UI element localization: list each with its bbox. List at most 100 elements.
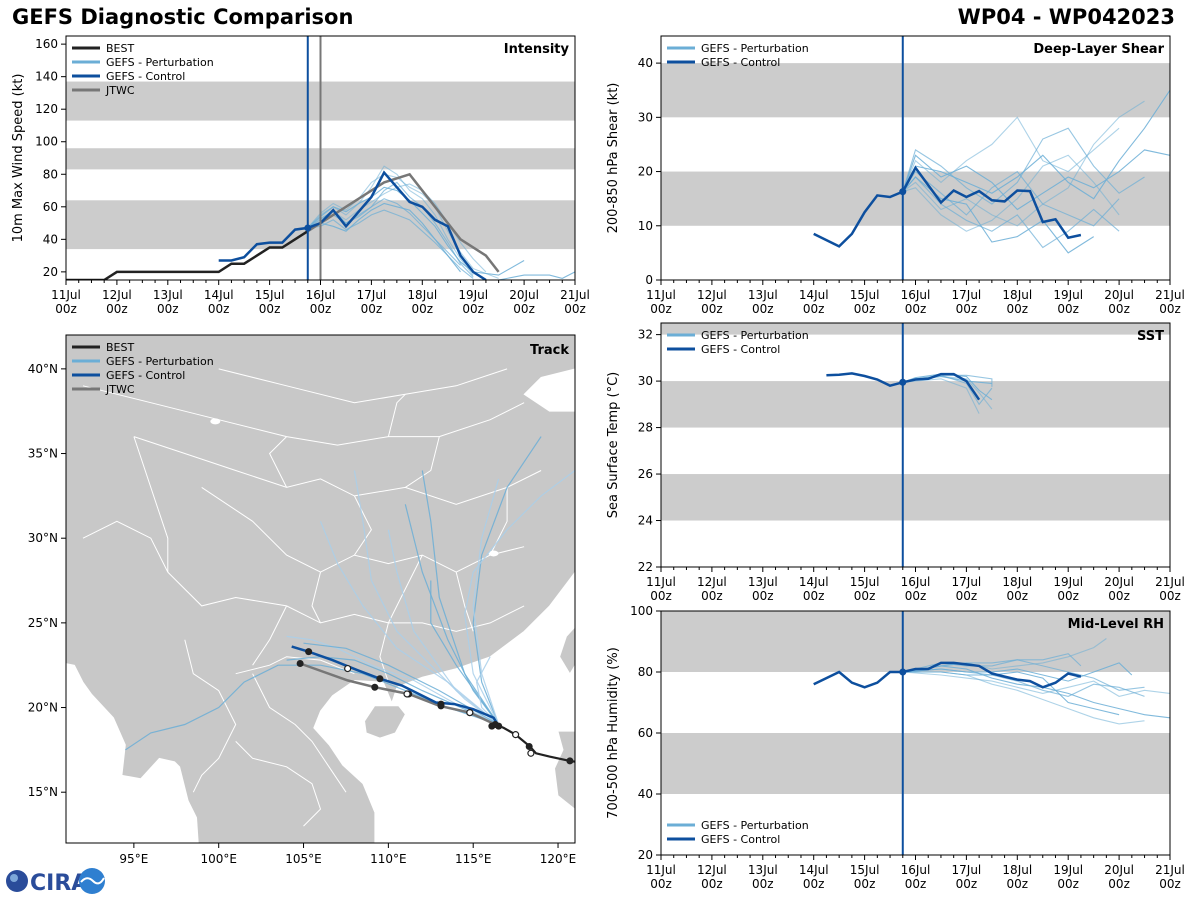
shear-xtick-sublabel: 00z xyxy=(1057,302,1079,316)
track-panel-title: Track xyxy=(530,343,569,358)
sst-xtick-label: 18Jul xyxy=(1002,575,1032,589)
track-perturbation-line xyxy=(464,470,575,725)
sst-xtick-sublabel: 00z xyxy=(1007,589,1029,603)
sst-ytick-label: 26 xyxy=(638,467,653,481)
shear-perturbation-line xyxy=(902,176,1094,254)
intensity-xtick-sublabel: 00z xyxy=(157,302,179,316)
shear-xtick-sublabel: 00z xyxy=(1108,302,1130,316)
intensity-xtick-sublabel: 00z xyxy=(412,302,434,316)
track-legend-label: BEST xyxy=(106,341,134,354)
track-ytick-label: 20°N xyxy=(28,701,58,715)
rh-panel: 11Jul00z12Jul00z13Jul00z14Jul00z15Jul00z… xyxy=(606,604,1185,891)
sst-xtick-sublabel: 00z xyxy=(854,589,876,603)
intensity-xtick-sublabel: 00z xyxy=(361,302,383,316)
intensity-ytick-label: 100 xyxy=(35,135,58,149)
shear-xtick-sublabel: 00z xyxy=(1007,302,1029,316)
intensity-xtick-label: 12Jul xyxy=(102,288,132,302)
intensity-xtick-sublabel: 00z xyxy=(55,302,77,316)
track-taiwan-island xyxy=(559,620,575,675)
sst-xtick-sublabel: 00z xyxy=(1159,589,1181,603)
track-perturbation-line xyxy=(430,580,500,725)
sst-xtick-label: 13Jul xyxy=(748,575,778,589)
rh-xtick-sublabel: 00z xyxy=(854,877,876,891)
intensity-ytick-label: 80 xyxy=(43,167,58,181)
sst-init-marker xyxy=(899,378,907,386)
track-ytick-label: 35°N xyxy=(28,447,58,461)
sst-xtick-sublabel: 00z xyxy=(1057,589,1079,603)
intensity-xtick-label: 14Jul xyxy=(204,288,234,302)
intensity-xtick-label: 20Jul xyxy=(509,288,539,302)
rh-perturbation-line xyxy=(902,671,1120,716)
track-border-line xyxy=(218,368,508,404)
shear-xtick-label: 19Jul xyxy=(1053,288,1083,302)
sst-legend-label: GEFS - Perturbation xyxy=(701,329,809,342)
intensity-legend-label: BEST xyxy=(106,42,134,55)
track-control-line xyxy=(291,645,500,727)
rh-panel-title: Mid-Level RH xyxy=(1068,617,1164,632)
shear-xtick-label: 17Jul xyxy=(952,288,982,302)
track-best-open-marker xyxy=(512,731,520,739)
shear-xtick-sublabel: 00z xyxy=(956,302,978,316)
sst-band xyxy=(661,474,1170,521)
cira-logo: CIRA xyxy=(6,868,105,896)
sst-xtick-label: 11Jul xyxy=(646,575,676,589)
rh-xtick-sublabel: 00z xyxy=(1108,877,1130,891)
intensity-xtick-sublabel: 00z xyxy=(310,302,332,316)
intensity-legend-label: GEFS - Perturbation xyxy=(106,56,214,69)
track-map-group xyxy=(66,335,575,843)
rh-xtick-sublabel: 00z xyxy=(1159,877,1181,891)
shear-perturbation-line xyxy=(902,100,1145,227)
intensity-xtick-label: 13Jul xyxy=(153,288,183,302)
rh-xtick-label: 19Jul xyxy=(1053,863,1083,877)
intensity-perturbation-line xyxy=(498,271,575,280)
track-luzon-island xyxy=(554,730,575,810)
intensity-xtick-label: 18Jul xyxy=(407,288,437,302)
sst-ytick-label: 30 xyxy=(638,374,653,388)
sst-panel-title: SST xyxy=(1137,329,1164,344)
shear-perturbation-line xyxy=(902,149,1170,211)
track-best-marker xyxy=(491,720,499,728)
shear-panel-title: Deep-Layer Shear xyxy=(1033,42,1164,57)
rh-xtick-label: 18Jul xyxy=(1002,863,1032,877)
cira-logo-text: CIRA xyxy=(30,871,88,896)
shear-panel: 11Jul00z12Jul00z13Jul00z14Jul00z15Jul00z… xyxy=(606,35,1185,316)
shear-series-group xyxy=(813,89,1170,254)
sst-xtick-label: 21Jul xyxy=(1155,575,1185,589)
shear-ytick-label: 20 xyxy=(638,165,653,179)
shear-perturbation-line xyxy=(902,170,1120,227)
track-perturbation-line xyxy=(303,642,499,726)
rh-xtick-label: 15Jul xyxy=(850,863,880,877)
track-jtwc-marker xyxy=(296,660,304,668)
intensity-ytick-label: 160 xyxy=(35,37,58,51)
track-border-line xyxy=(387,554,423,624)
track-jtwc-open-marker xyxy=(466,709,474,717)
sst-xtick-label: 17Jul xyxy=(952,575,982,589)
track-jtwc-marker xyxy=(371,683,379,691)
track-border-line xyxy=(252,673,347,793)
sst-xtick-sublabel: 00z xyxy=(1108,589,1130,603)
shear-ytick-label: 40 xyxy=(638,56,653,70)
sst-xtick-sublabel: 00z xyxy=(701,589,723,603)
shear-xtick-sublabel: 00z xyxy=(803,302,825,316)
sst-xtick-sublabel: 00z xyxy=(803,589,825,603)
rh-band xyxy=(661,733,1170,794)
shear-perturbation-line xyxy=(902,154,1120,232)
intensity-xtick-label: 15Jul xyxy=(255,288,285,302)
track-legend-label: GEFS - Control xyxy=(106,369,185,382)
intensity-panel-title: Intensity xyxy=(504,42,570,57)
sst-legend-label: GEFS - Control xyxy=(701,343,780,356)
sst-xtick-sublabel: 00z xyxy=(650,589,672,603)
rh-xtick-label: 13Jul xyxy=(748,863,778,877)
track-perturbation-line xyxy=(353,470,499,725)
sst-xtick-label: 14Jul xyxy=(799,575,829,589)
sst-ylabel: Sea Surface Temp (°C) xyxy=(606,372,621,519)
rh-xtick-label: 16Jul xyxy=(901,863,931,877)
intensity-init-marker xyxy=(304,224,312,232)
shear-init-marker xyxy=(899,188,907,196)
track-border-line xyxy=(252,605,288,666)
rh-xtick-sublabel: 00z xyxy=(1007,877,1029,891)
track-xtick-label: 105°E xyxy=(285,852,322,866)
shear-xtick-label: 20Jul xyxy=(1104,288,1134,302)
shear-xtick-label: 11Jul xyxy=(646,288,676,302)
intensity-xtick-sublabel: 00z xyxy=(564,302,586,316)
